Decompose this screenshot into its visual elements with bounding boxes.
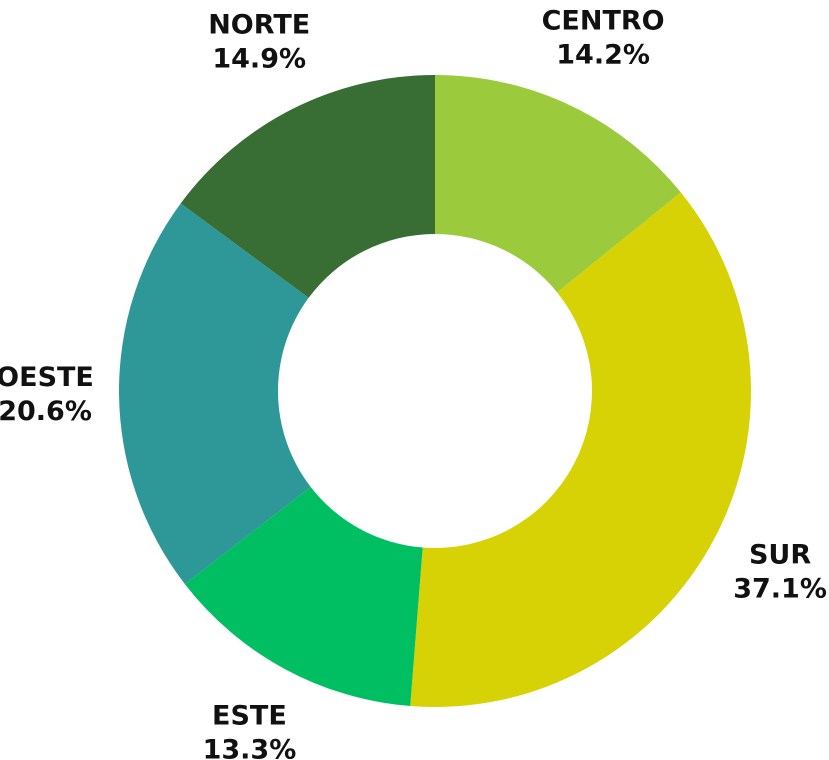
value-label: 20.6% bbox=[0, 396, 92, 427]
value-label: 14.9% bbox=[212, 43, 306, 74]
value-label: 13.3% bbox=[203, 735, 297, 760]
slice-label: ESTE bbox=[212, 701, 287, 732]
slice-label: SUR bbox=[749, 539, 811, 570]
donut-slice bbox=[435, 75, 681, 293]
donut-slice bbox=[410, 192, 752, 707]
value-label: 37.1% bbox=[733, 573, 827, 604]
slice-label: OESTE bbox=[0, 362, 94, 393]
donut-slice bbox=[180, 75, 435, 298]
value-label: 14.2% bbox=[556, 40, 650, 71]
slice-label: NORTE bbox=[208, 9, 310, 40]
donut-slice bbox=[184, 486, 423, 707]
donut-slice bbox=[119, 203, 311, 585]
slice-label: CENTRO bbox=[542, 6, 665, 37]
